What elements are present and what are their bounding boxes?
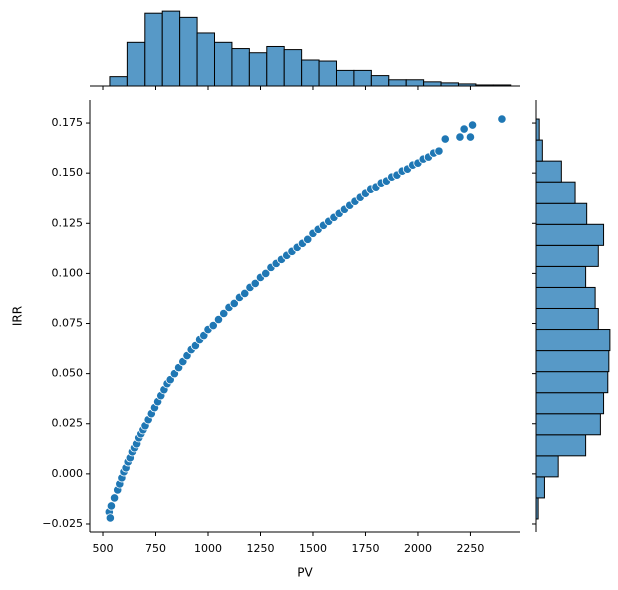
hist-bar <box>353 69 372 87</box>
hist-bar <box>423 81 442 87</box>
hist-bar <box>535 497 539 520</box>
hist-bar <box>535 371 609 394</box>
y-tick-label: 0.000 <box>52 467 84 480</box>
hist-bar <box>231 48 250 87</box>
y-tick-label: 0.025 <box>52 417 84 430</box>
hist-bar <box>370 75 390 87</box>
point <box>455 132 465 142</box>
x-tick-label: 1500 <box>299 542 327 555</box>
hist-bar <box>535 286 596 309</box>
hist-bar <box>161 10 181 87</box>
hist-bar <box>535 307 599 331</box>
point <box>459 124 469 134</box>
point <box>213 314 224 325</box>
hist-bar <box>535 244 599 267</box>
point <box>229 298 239 309</box>
x-tick-label: 1750 <box>351 542 379 555</box>
hist-bar <box>535 118 540 141</box>
hist-bar <box>248 52 268 87</box>
hist-bar <box>318 60 337 87</box>
hist-bar <box>335 69 355 87</box>
hist-bar <box>179 16 198 87</box>
point <box>208 320 218 331</box>
y-tick-label: −0.025 <box>42 517 83 530</box>
hist-bar <box>457 83 477 87</box>
hist-bar <box>126 41 146 87</box>
hist-bar <box>109 76 128 87</box>
y-tick-label: 0.150 <box>52 166 84 179</box>
hist-bar <box>388 79 407 87</box>
point <box>105 513 115 523</box>
hist-bar <box>535 350 610 373</box>
point <box>240 288 250 299</box>
hist-bar <box>283 49 303 87</box>
x-tick-label: 2000 <box>404 542 432 555</box>
hist-bar <box>535 476 545 499</box>
x-tick-label: 500 <box>93 542 114 555</box>
x-tick-label: 750 <box>145 542 166 555</box>
hist-bar <box>535 434 587 457</box>
hist-bar <box>535 223 605 246</box>
hist-bar <box>535 455 559 478</box>
y-tick-label: 0.175 <box>52 116 84 129</box>
x-tick-label: 1000 <box>194 542 222 555</box>
hist-bar <box>535 202 588 225</box>
x-axis-label: PV <box>297 566 313 580</box>
hist-bar <box>266 45 285 87</box>
point <box>303 234 313 244</box>
hist-bar <box>214 41 233 87</box>
hist-bar <box>196 32 216 87</box>
point <box>106 501 117 511</box>
hist-bar <box>144 12 163 87</box>
hist-bar <box>440 82 459 87</box>
hist-bar <box>535 413 601 436</box>
hist-bar <box>535 265 587 288</box>
point <box>497 114 507 124</box>
hist-bar <box>535 139 543 162</box>
point <box>467 120 478 130</box>
y-axis-label: IRR <box>11 306 25 326</box>
hist-bar <box>492 84 512 87</box>
point <box>250 278 260 289</box>
y-tick-label: 0.100 <box>52 266 84 279</box>
hist-bar <box>475 84 494 87</box>
hist-bar <box>535 392 605 415</box>
point <box>465 132 476 142</box>
x-tick-label: 2250 <box>456 542 484 555</box>
hist-bar <box>535 329 611 352</box>
y-tick-label: 0.125 <box>52 216 84 229</box>
hist-bar <box>301 59 320 87</box>
point <box>219 308 229 319</box>
point <box>434 146 444 156</box>
hist-bar <box>535 160 562 183</box>
x-tick-label: 1250 <box>246 542 274 555</box>
y-tick-label: 0.050 <box>52 367 84 380</box>
y-tick-label: 0.075 <box>52 317 84 330</box>
point <box>440 134 450 144</box>
point <box>261 268 271 279</box>
hist-bar <box>535 181 576 204</box>
hist-bar <box>405 79 425 87</box>
point <box>109 493 120 503</box>
